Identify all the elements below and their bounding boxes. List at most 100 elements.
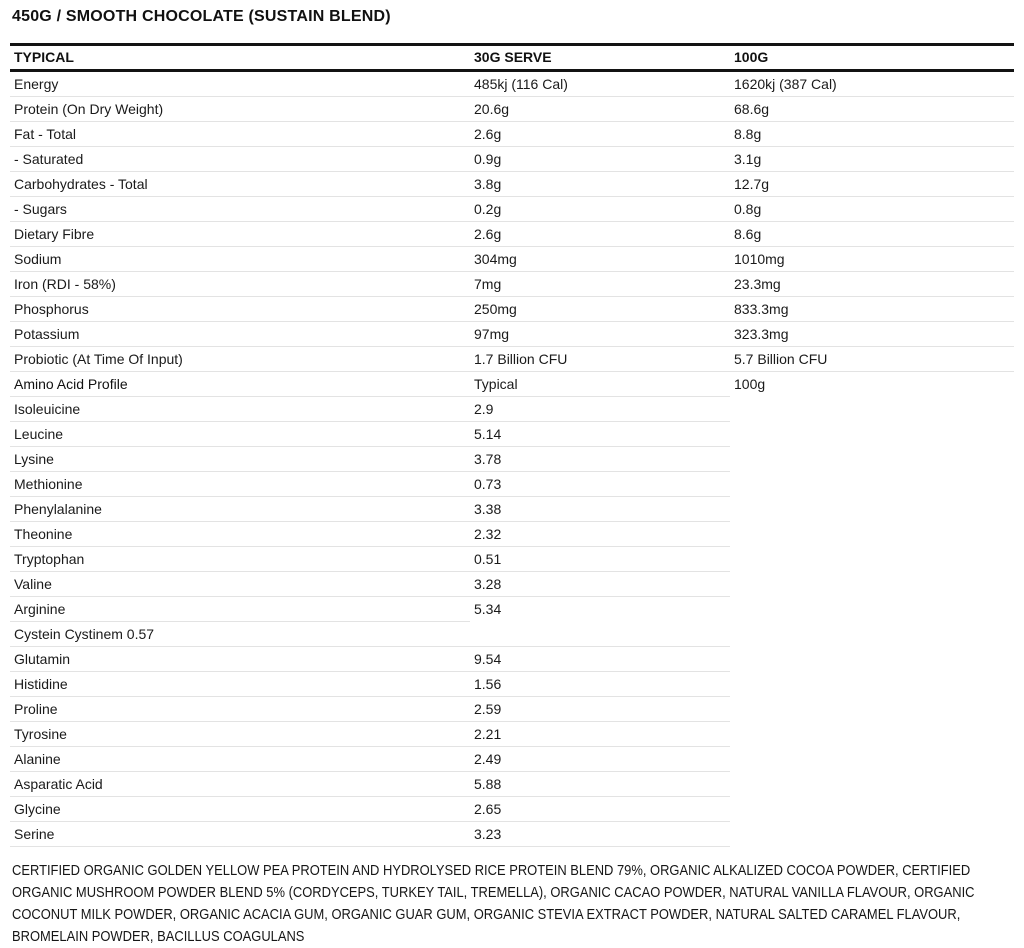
serve-value — [470, 621, 730, 647]
row-label: Histidine — [10, 671, 470, 697]
serve-value: 2.21 — [470, 721, 730, 747]
per-100g-value: 323.3mg — [730, 321, 1014, 347]
serve-value: 2.65 — [470, 796, 730, 822]
per-100g-value — [730, 822, 1014, 847]
row-label: Alanine — [10, 746, 470, 772]
per-100g-value: 833.3mg — [730, 296, 1014, 322]
table-row: Iron (RDI - 58%) 7mg 23.3mg — [10, 271, 1014, 297]
row-label: Lysine — [10, 446, 470, 472]
row-label: Iron (RDI - 58%) — [10, 271, 470, 297]
serve-value: 5.14 — [470, 421, 730, 447]
table-row: Glutamin 9.54 — [10, 646, 1014, 672]
row-label: Theonine — [10, 521, 470, 547]
row-label: Proline — [10, 696, 470, 722]
table-row: Phenylalanine 3.38 — [10, 496, 1014, 522]
per-100g-value — [730, 772, 1014, 797]
serve-value: 3.8g — [470, 171, 730, 197]
table-row: Fat - Total 2.6g 8.8g — [10, 121, 1014, 147]
table-row: Glycine 2.65 — [10, 796, 1014, 822]
serve-value: 2.9 — [470, 396, 730, 422]
row-label: - Saturated — [10, 146, 470, 172]
serve-value: 7mg — [470, 271, 730, 297]
table-row: Carbohydrates - Total 3.8g 12.7g — [10, 171, 1014, 197]
serve-value: 0.51 — [470, 546, 730, 572]
per-100g-value — [730, 622, 1014, 647]
per-100g-value — [730, 547, 1014, 572]
table-row: Arginine 5.34 — [10, 596, 1014, 622]
per-100g-value: 1010mg — [730, 246, 1014, 272]
row-label: Protein (On Dry Weight) — [10, 96, 470, 122]
serve-value: 0.9g — [470, 146, 730, 172]
row-label: Valine — [10, 571, 470, 597]
col-header-typical: TYPICAL — [10, 44, 470, 72]
serve-value: Typical — [470, 371, 730, 397]
table-row: Asparatic Acid 5.88 — [10, 771, 1014, 797]
per-100g-value — [730, 697, 1014, 722]
row-label: Potassium — [10, 321, 470, 347]
product-title: 450G / SMOOTH CHOCOLATE (SUSTAIN BLEND) — [12, 8, 391, 25]
table-row: Serine 3.23 — [10, 821, 1014, 847]
per-100g-value — [730, 497, 1014, 522]
serve-value: 485kj (116 Cal) — [470, 70, 730, 97]
row-label: Cystein Cystinem 0.57 — [10, 621, 470, 647]
col-header-30g-serve: 30G SERVE — [470, 44, 730, 72]
row-label: Dietary Fibre — [10, 221, 470, 247]
per-100g-value — [730, 797, 1014, 822]
nutrition-table: TYPICAL 30G SERVE 100G Energy 485kj (116 … — [10, 43, 1014, 847]
serve-value: 20.6g — [470, 96, 730, 122]
table-row: Tyrosine 2.21 — [10, 721, 1014, 747]
row-label: Glycine — [10, 796, 470, 822]
row-label: Serine — [10, 821, 470, 847]
serve-value: 0.73 — [470, 471, 730, 497]
serve-value: 2.59 — [470, 696, 730, 722]
serve-value: 3.28 — [470, 571, 730, 597]
table-row: Alanine 2.49 — [10, 746, 1014, 772]
serve-value: 250mg — [470, 296, 730, 322]
per-100g-value — [730, 747, 1014, 772]
per-100g-value — [730, 422, 1014, 447]
table-row: Methionine 0.73 — [10, 471, 1014, 497]
serve-value: 3.38 — [470, 496, 730, 522]
serve-value: 1.7 Billion CFU — [470, 346, 730, 372]
ingredients-text: CERTIFIED ORGANIC GOLDEN YELLOW PEA PROT… — [12, 862, 975, 945]
row-label: Tryptophan — [10, 546, 470, 572]
table-row: - Saturated 0.9g 3.1g — [10, 146, 1014, 172]
serve-value: 2.6g — [470, 221, 730, 247]
row-label: Methionine — [10, 471, 470, 497]
table-row: Sodium 304mg 1010mg — [10, 246, 1014, 272]
per-100g-value — [730, 647, 1014, 672]
serve-value: 2.6g — [470, 121, 730, 147]
serve-value: 304mg — [470, 246, 730, 272]
serve-value: 5.88 — [470, 771, 730, 797]
per-100g-value: 8.6g — [730, 221, 1014, 247]
per-100g-value — [730, 397, 1014, 422]
row-label: Fat - Total — [10, 121, 470, 147]
table-row: Valine 3.28 — [10, 571, 1014, 597]
table-row: Isoleuicine 2.9 — [10, 396, 1014, 422]
serve-value: 3.23 — [470, 821, 730, 847]
table-row: Amino Acid Profile Typical 100g — [10, 371, 1014, 397]
row-label: Phosphorus — [10, 296, 470, 322]
table-row: Proline 2.59 — [10, 696, 1014, 722]
serve-value: 97mg — [470, 321, 730, 347]
per-100g-value — [730, 597, 1014, 622]
row-label: - Sugars — [10, 196, 470, 222]
table-row: Leucine 5.14 — [10, 421, 1014, 447]
per-100g-value: 68.6g — [730, 96, 1014, 122]
per-100g-value — [730, 572, 1014, 597]
serve-value: 2.32 — [470, 521, 730, 547]
per-100g-value: 23.3mg — [730, 271, 1014, 297]
per-100g-value: 0.8g — [730, 196, 1014, 222]
serve-value: 1.56 — [470, 671, 730, 697]
row-label: Phenylalanine — [10, 496, 470, 522]
row-label: Leucine — [10, 421, 470, 447]
serve-value: 2.49 — [470, 746, 730, 772]
row-label: Arginine — [10, 596, 470, 622]
table-header-row: TYPICAL 30G SERVE 100G — [10, 44, 1014, 72]
serve-value: 5.34 — [474, 601, 502, 618]
per-100g-value: 12.7g — [730, 171, 1014, 197]
row-label: Sodium — [10, 246, 470, 272]
per-100g-value — [730, 447, 1014, 472]
serve-value: 0.2g — [470, 196, 730, 222]
